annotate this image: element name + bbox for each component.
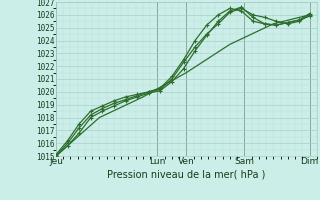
X-axis label: Pression niveau de la mer( hPa ): Pression niveau de la mer( hPa ) (107, 169, 266, 179)
